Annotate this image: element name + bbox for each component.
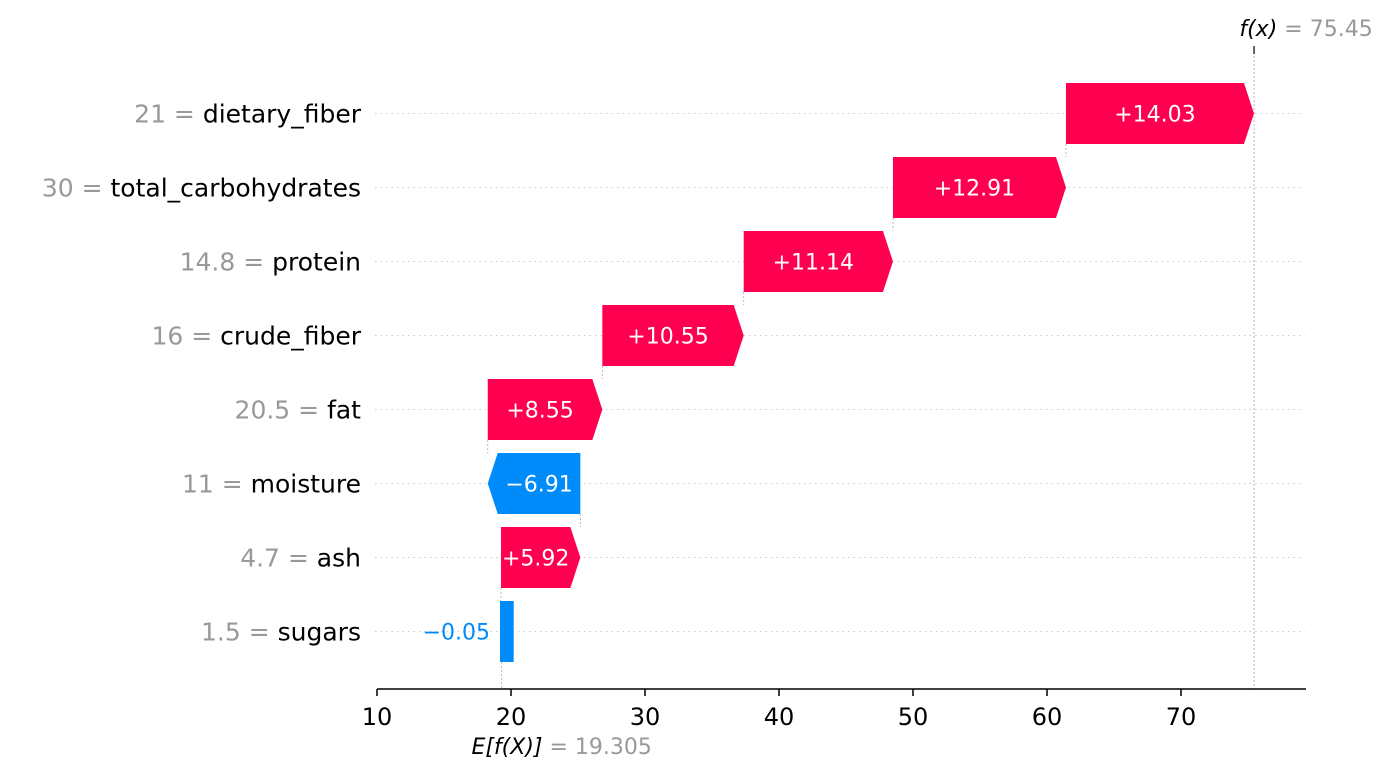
bar-label: +11.14 [773,251,854,276]
bar [501,527,581,588]
feature-label: 14.8 = protein [180,248,361,277]
feature-name: dietary_fiber [203,100,362,129]
feature-value: 30 = [42,174,111,203]
bar [487,453,581,514]
x-tick-label: 20 [496,703,527,731]
x-tick-label: 70 [1166,703,1197,731]
feature-value: 20.5 = [235,396,328,425]
x-tick-label: 30 [630,703,661,731]
x-tick-label: 60 [1032,703,1063,731]
output-value-number: = 75.45 [1284,17,1372,42]
base-value-prefix: E[f(X)] [471,735,549,760]
feature-labels: 21 = dietary_fiber 30 = total_carbohydrat… [42,100,362,647]
bar [1065,83,1254,144]
feature-label: 16 = crude_fiber [151,322,361,351]
bar-label: +14.03 [1114,103,1195,128]
feature-value: 21 = [134,100,203,129]
bar-label: +5.92 [502,547,569,572]
bar-label: +8.55 [506,399,573,424]
x-tick-label: 40 [764,703,795,731]
feature-name: crude_fiber [220,322,362,351]
annotations: E[f(X)] = 19.305 f(x) = 75.45 [471,17,1372,760]
feature-name: moisture [251,470,361,499]
feature-name: total_carbohydrates [111,174,362,203]
feature-value: 16 = [151,322,220,351]
x-tick-label: 10 [362,703,393,731]
feature-name: ash [317,544,361,573]
bar [892,157,1066,218]
feature-value: 14.8 = [180,248,273,277]
bar-label: −6.91 [505,473,572,498]
base-value-label: E[f(X)] = 19.305 [471,735,651,760]
feature-label: 21 = dietary_fiber [134,100,362,129]
feature-value: 1.5 = [201,618,278,647]
feature-label: 4.7 = ash [240,544,361,573]
feature-label: 1.5 = sugars [201,618,361,647]
bar [743,231,893,292]
bar [487,379,603,440]
feature-value: 11 = [182,470,251,499]
feature-value: 4.7 = [240,544,317,573]
feature-label: 30 = total_carbohydrates [42,174,361,203]
output-value-prefix: f(x) [1239,17,1284,42]
feature-name: sugars [278,618,361,647]
bar [602,305,744,366]
bar-label: −0.05 [423,621,490,646]
bar-label: +10.55 [627,325,708,350]
x-tick-label: 50 [898,703,929,731]
feature-name: protein [272,248,361,277]
feature-label: 11 = moisture [182,470,361,499]
bars: +14.03 +12.91 +11.14 +10.55 +8.55 −6.91 +5.92 −… [423,83,1254,662]
feature-label: 20.5 = fat [235,396,362,425]
feature-name: fat [327,396,361,425]
connector-lines [487,48,1255,689]
x-axis: 10 20 30 40 50 60 70 [362,688,1306,731]
bar [500,601,514,662]
bar-label: +12.91 [934,177,1015,202]
base-value-number: = 19.305 [550,735,652,760]
output-value-label: f(x) = 75.45 [1239,17,1372,42]
